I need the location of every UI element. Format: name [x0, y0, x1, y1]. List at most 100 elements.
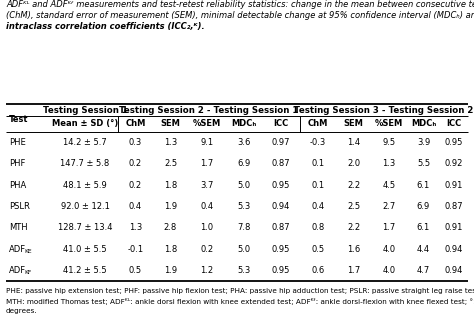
Text: 5.3: 5.3 — [237, 266, 251, 275]
Text: 0.95: 0.95 — [272, 181, 290, 190]
Text: 41.2 ± 5.5: 41.2 ± 5.5 — [63, 266, 107, 275]
Text: 2.2: 2.2 — [347, 223, 360, 232]
Text: ADFᴷᴸ and ADFᴷᶠ measurements and test-retest reliability statistics: change in t: ADFᴷᴸ and ADFᴷᶠ measurements and test-re… — [6, 0, 474, 9]
Text: ADF: ADF — [9, 266, 26, 275]
Text: 0.8: 0.8 — [311, 223, 325, 232]
Text: ADF: ADF — [9, 244, 26, 254]
Text: 0.95: 0.95 — [445, 138, 463, 147]
Text: Mean ± SD (°): Mean ± SD (°) — [52, 119, 118, 128]
Text: 4.0: 4.0 — [383, 244, 396, 254]
Text: 0.2: 0.2 — [129, 181, 142, 190]
Text: 6.1: 6.1 — [417, 181, 430, 190]
Text: 1.0: 1.0 — [201, 223, 214, 232]
Text: 5.0: 5.0 — [237, 244, 251, 254]
Text: 128.7 ± 13.4: 128.7 ± 13.4 — [58, 223, 112, 232]
Text: 48.1 ± 5.9: 48.1 ± 5.9 — [63, 181, 107, 190]
Text: SEM: SEM — [344, 119, 364, 128]
Text: 0.91: 0.91 — [445, 181, 463, 190]
Text: 41.0 ± 5.5: 41.0 ± 5.5 — [63, 244, 107, 254]
Text: 0.97: 0.97 — [272, 138, 290, 147]
Text: 7.8: 7.8 — [237, 223, 251, 232]
Text: 1.9: 1.9 — [164, 266, 177, 275]
Text: 0.5: 0.5 — [311, 244, 325, 254]
Text: 5.5: 5.5 — [417, 159, 430, 169]
Text: 0.4: 0.4 — [129, 202, 142, 211]
Text: ChM: ChM — [308, 119, 328, 128]
Text: 2.5: 2.5 — [347, 202, 360, 211]
Text: 4.7: 4.7 — [417, 266, 430, 275]
Text: 1.7: 1.7 — [383, 223, 396, 232]
Text: 5.3: 5.3 — [237, 202, 251, 211]
Text: 1.6: 1.6 — [347, 244, 360, 254]
Text: PSLR: PSLR — [9, 202, 30, 211]
Text: Test: Test — [9, 114, 28, 123]
Text: PHF: PHF — [9, 159, 26, 169]
Text: ICC: ICC — [273, 119, 289, 128]
Text: 147.7 ± 5.8: 147.7 ± 5.8 — [60, 159, 109, 169]
Text: 0.6: 0.6 — [311, 266, 325, 275]
Text: degrees.: degrees. — [6, 308, 37, 314]
Text: 0.87: 0.87 — [272, 159, 290, 169]
Text: 0.91: 0.91 — [445, 223, 463, 232]
Text: 0.2: 0.2 — [129, 159, 142, 169]
Text: 1.7: 1.7 — [201, 159, 214, 169]
Text: PHA: PHA — [9, 181, 26, 190]
Text: 1.8: 1.8 — [164, 181, 177, 190]
Text: SEM: SEM — [161, 119, 181, 128]
Text: 3.6: 3.6 — [237, 138, 251, 147]
Text: 1.4: 1.4 — [347, 138, 360, 147]
Text: MTH: modified Thomas test; ADFᴷᴸ: ankle dorsi flexion with knee extended test; A: MTH: modified Thomas test; ADFᴷᴸ: ankle … — [6, 298, 474, 305]
Text: ChM: ChM — [125, 119, 146, 128]
Text: 0.87: 0.87 — [445, 202, 463, 211]
Text: 1.3: 1.3 — [129, 223, 142, 232]
Text: 14.2 ± 5.7: 14.2 ± 5.7 — [63, 138, 107, 147]
Text: 0.1: 0.1 — [311, 159, 325, 169]
Text: 2.8: 2.8 — [164, 223, 177, 232]
Text: 2.5: 2.5 — [164, 159, 177, 169]
Text: 0.1: 0.1 — [311, 181, 325, 190]
Text: 0.92: 0.92 — [445, 159, 463, 169]
Text: 2.0: 2.0 — [347, 159, 360, 169]
Text: 1.3: 1.3 — [383, 159, 396, 169]
Text: ICC: ICC — [447, 119, 462, 128]
Text: PHE: PHE — [9, 138, 26, 147]
Text: 0.4: 0.4 — [201, 202, 214, 211]
Text: 2.7: 2.7 — [383, 202, 396, 211]
Text: PHE: passive hip extension test; PHF: passive hip flexion test; PHA: passive hip: PHE: passive hip extension test; PHF: pa… — [6, 288, 474, 294]
Text: 0.4: 0.4 — [311, 202, 325, 211]
Text: KE: KE — [24, 249, 32, 254]
Text: 0.95: 0.95 — [272, 266, 290, 275]
Text: 0.95: 0.95 — [272, 244, 290, 254]
Text: 4.5: 4.5 — [383, 181, 396, 190]
Text: 1.9: 1.9 — [164, 202, 177, 211]
Text: 6.1: 6.1 — [417, 223, 430, 232]
Text: 4.0: 4.0 — [383, 266, 396, 275]
Text: -0.3: -0.3 — [310, 138, 326, 147]
Text: 6.9: 6.9 — [417, 202, 430, 211]
Text: intraclass correlation coefficients (ICC₂,ᴷ).: intraclass correlation coefficients (ICC… — [6, 22, 205, 31]
Text: 0.87: 0.87 — [272, 223, 290, 232]
Text: Testing Session 2 - Testing Session 1: Testing Session 2 - Testing Session 1 — [119, 106, 299, 115]
Text: 0.94: 0.94 — [272, 202, 290, 211]
Text: %SEM: %SEM — [375, 119, 403, 128]
Text: 1.3: 1.3 — [164, 138, 177, 147]
Text: 0.5: 0.5 — [129, 266, 142, 275]
Text: 6.9: 6.9 — [237, 159, 251, 169]
Text: 3.7: 3.7 — [201, 181, 214, 190]
Text: 0.94: 0.94 — [445, 266, 463, 275]
Text: -0.1: -0.1 — [128, 244, 144, 254]
Text: 9.1: 9.1 — [201, 138, 214, 147]
Text: (ChM), standard error of measurement (SEM), minimal detectable change at 95% con: (ChM), standard error of measurement (SE… — [6, 11, 474, 20]
Text: 92.0 ± 12.1: 92.0 ± 12.1 — [61, 202, 109, 211]
Text: Testing Session 3 - Testing Session 2: Testing Session 3 - Testing Session 2 — [294, 106, 474, 115]
Text: 0.3: 0.3 — [129, 138, 142, 147]
Text: MDCₕ: MDCₕ — [411, 119, 436, 128]
Text: 1.7: 1.7 — [347, 266, 360, 275]
Text: 3.9: 3.9 — [417, 138, 430, 147]
Text: 9.5: 9.5 — [383, 138, 396, 147]
Text: 1.8: 1.8 — [164, 244, 177, 254]
Text: MDCₕ: MDCₕ — [231, 119, 256, 128]
Text: 0.94: 0.94 — [445, 244, 463, 254]
Text: 2.2: 2.2 — [347, 181, 360, 190]
Text: 0.2: 0.2 — [201, 244, 214, 254]
